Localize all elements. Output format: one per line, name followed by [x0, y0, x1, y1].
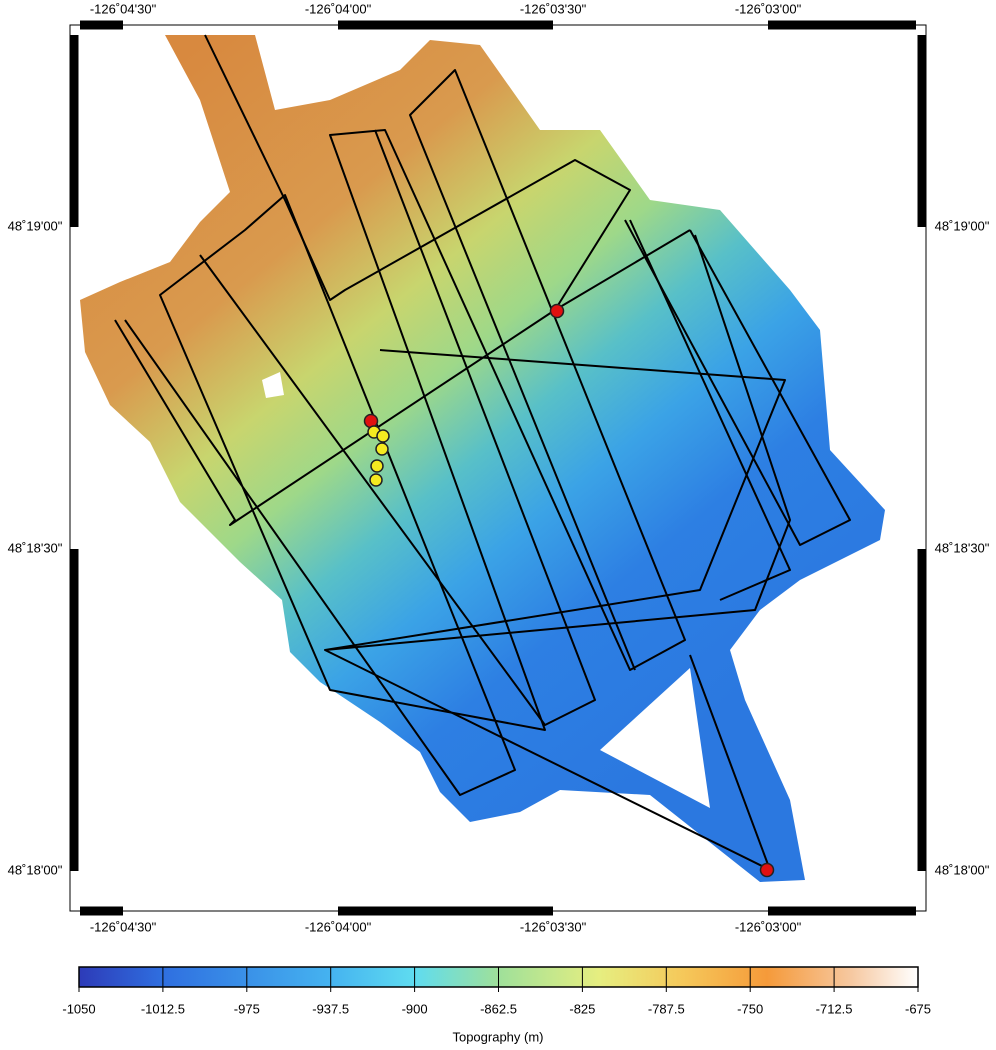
lat-label: 48˚19'00"	[935, 218, 990, 233]
lat-label: 48˚18'30"	[935, 540, 990, 555]
yellow-marker	[369, 473, 383, 487]
colorbar-label: Topography (m)	[452, 1029, 543, 1044]
lon-label: -126˚04'30"	[90, 1, 157, 16]
colorbar-tick-label: -900	[402, 1001, 428, 1016]
colorbar-tick-label: -1050	[62, 1001, 95, 1016]
colorbar-tick-label: -937.5	[312, 1001, 349, 1016]
lon-label: -126˚04'00"	[305, 1, 372, 16]
lat-label: 48˚18'00"	[935, 862, 990, 877]
colorbar-tick-label: -787.5	[648, 1001, 685, 1016]
colorbar-tick-label: -675	[905, 1001, 931, 1016]
colorbar-tick-label: -825	[569, 1001, 595, 1016]
colorbar-tick-label: -712.5	[816, 1001, 853, 1016]
lon-labels: -126˚04'30" -126˚04'00" -126˚03'30" -126…	[90, 1, 802, 934]
lat-label: 48˚19'00"	[8, 218, 63, 233]
lon-label: -126˚03'00"	[735, 1, 802, 16]
red-marker	[549, 303, 565, 319]
lon-label: -126˚03'30"	[520, 1, 587, 16]
colorbar-tick-label: -1012.5	[141, 1001, 185, 1016]
colorbar: Topography (m) -1050 -1012.5 -975 -937.5 -90…	[62, 966, 931, 1044]
lon-label: -126˚03'30"	[520, 919, 587, 934]
lon-label: -126˚04'00"	[305, 919, 372, 934]
colorbar-tick-label: -975	[234, 1001, 260, 1016]
yellow-marker	[375, 442, 389, 456]
lat-labels: 48˚19'00" 48˚18'30" 48˚18'00" 48˚19'00" …	[8, 218, 990, 877]
colorbar-tick-label: -862.5	[480, 1001, 517, 1016]
colorbar-tick-label: -750	[737, 1001, 763, 1016]
lon-label: -126˚04'30"	[90, 919, 157, 934]
yellow-marker	[376, 429, 390, 443]
yellow-marker	[370, 459, 384, 473]
bathymetry	[80, 35, 885, 882]
red-marker	[759, 862, 775, 878]
lat-label: 48˚18'30"	[8, 540, 63, 555]
lat-label: 48˚18'00"	[8, 862, 63, 877]
sample-markers	[363, 303, 775, 878]
lon-label: -126˚03'00"	[735, 919, 802, 934]
